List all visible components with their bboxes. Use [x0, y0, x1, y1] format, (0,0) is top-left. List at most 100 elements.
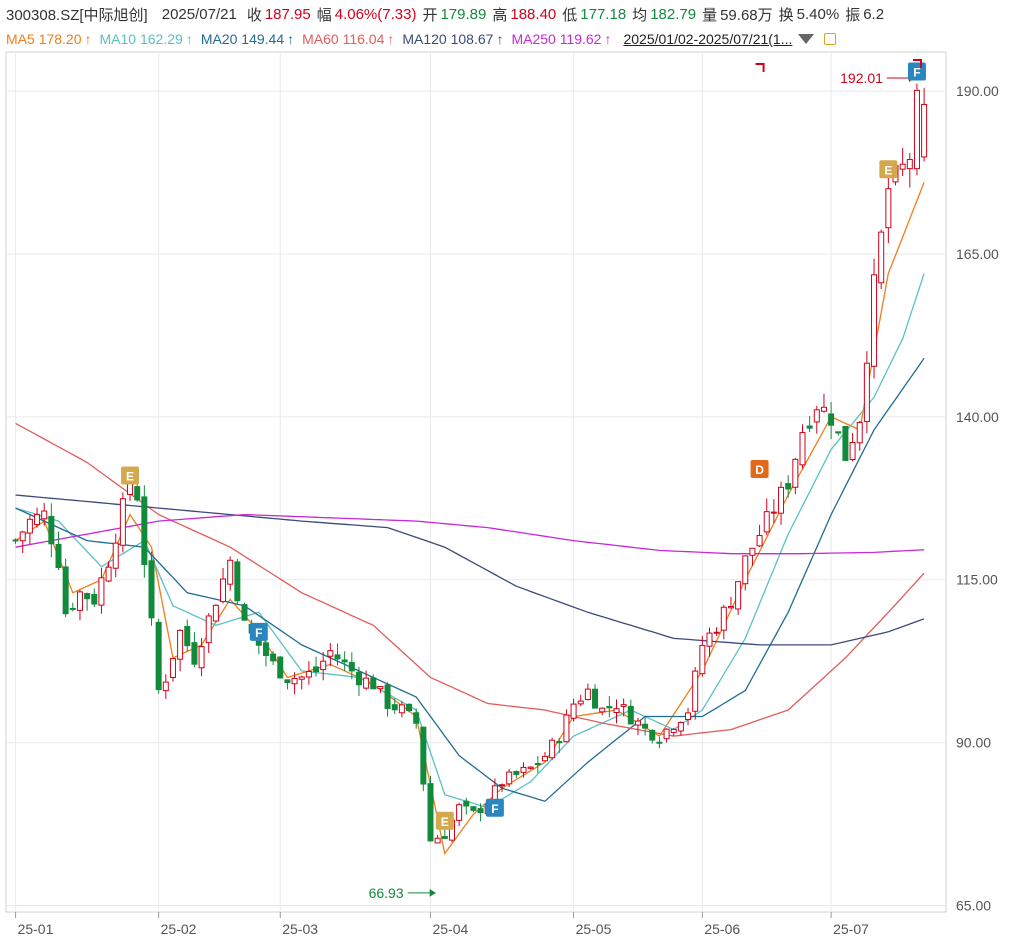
candle-body: [856, 421, 863, 444]
candle-body: [313, 666, 320, 673]
candle-body: [520, 766, 527, 773]
ma5-item[interactable]: MA5 178.20 ↑: [6, 31, 92, 47]
candle-body: [355, 671, 362, 686]
candle-body: [212, 604, 219, 622]
ma250-item[interactable]: MA250 119.62 ↑: [511, 31, 611, 47]
dropdown-triangle-icon[interactable]: [798, 34, 815, 44]
ma-legend: MA5 178.20 ↑ MA10 162.29 ↑ MA20 149.44 ↑ MA…: [0, 28, 1024, 50]
ma20-name: MA20: [200, 31, 238, 47]
symbol-label[interactable]: 300308.SZ[中际旭创]: [6, 6, 148, 24]
candle-body: [720, 606, 727, 631]
ma120-item[interactable]: MA120 108.67 ↑: [402, 31, 503, 47]
date-range-selector[interactable]: 2025/01/02-2025/07/21(1...: [623, 31, 793, 47]
candle-body: [813, 409, 820, 423]
volume-label: 量: [702, 6, 718, 24]
candle-body: [649, 729, 656, 741]
candle-body: [570, 703, 577, 719]
ma10-item[interactable]: MA10 162.29 ↑: [100, 31, 193, 47]
candle-body: [763, 511, 770, 533]
candle-body: [377, 685, 384, 690]
ma60-item[interactable]: MA60 116.04 ↑: [302, 31, 394, 47]
candle-body: [584, 688, 591, 701]
candle-body: [334, 654, 341, 660]
event-marker-letter: E: [441, 815, 449, 829]
candle-body: [913, 89, 920, 170]
ma10-name: MA10: [99, 31, 137, 47]
ma20-item[interactable]: MA20 149.44 ↑: [201, 31, 294, 47]
candle-body: [327, 650, 334, 657]
high-label: 高: [492, 6, 508, 24]
candle-body: [127, 482, 134, 495]
candle-body: [69, 607, 76, 610]
candle-body: [406, 703, 413, 712]
candle-body: [642, 723, 649, 729]
up-arrow-icon: ↑: [287, 31, 295, 47]
candle-body: [735, 581, 742, 610]
event-marker-d: [750, 459, 769, 478]
ma250-value: 119.62: [559, 31, 602, 47]
candle-body: [112, 542, 119, 569]
candle-body: [155, 621, 162, 691]
y-tick-label: 115.00: [956, 572, 998, 588]
up-arrow-icon: ↑: [84, 31, 92, 47]
candle-body: [62, 566, 69, 615]
candle-body: [41, 510, 48, 520]
candle-body: [398, 704, 405, 714]
candle-body: [785, 483, 792, 490]
candle-body: [434, 837, 441, 844]
candle-body: [141, 496, 148, 566]
candle-body: [427, 783, 434, 842]
candle-body: [162, 681, 169, 692]
close-value: 187.95: [264, 5, 311, 23]
ma5-value: 178.20: [38, 31, 82, 47]
x-tick-label: 25-03: [282, 921, 318, 937]
candle-body: [420, 726, 427, 785]
candle-body: [284, 679, 291, 684]
plot-frame: [5, 51, 947, 913]
ma250-line: [15, 513, 925, 555]
candle-body: [599, 707, 606, 713]
candle-body: [413, 712, 420, 724]
x-tick-label: 25-01: [18, 921, 54, 937]
candle-body: [291, 677, 298, 685]
candle-body: [577, 700, 584, 705]
x-tick-label: 25-07: [833, 921, 869, 937]
amplitude-value: 6.2: [863, 5, 885, 23]
candle-body: [177, 629, 184, 660]
x-tick-label: 25-02: [161, 921, 197, 937]
candle-body: [692, 670, 699, 712]
candle-body: [685, 712, 692, 721]
event-marker-letter: E: [126, 469, 134, 483]
candle-body: [320, 660, 327, 671]
amplitude-label: 振: [845, 6, 861, 24]
volume-value: 59.68万: [720, 6, 773, 24]
candle-body: [48, 515, 55, 545]
close-label: 收: [246, 6, 262, 24]
candle-body: [513, 771, 520, 775]
candle-body: [348, 661, 355, 672]
event-marker-e: [879, 160, 898, 179]
candles: [12, 83, 928, 844]
candle-body: [220, 578, 227, 603]
candle-body: [441, 836, 448, 839]
event-marker-e: [435, 811, 454, 830]
candle-body: [677, 721, 684, 732]
min-arrow-head: [429, 888, 436, 897]
low-value: 177.18: [580, 5, 627, 23]
candle-body: [742, 555, 749, 585]
candle-body: [606, 706, 613, 709]
range-bracket-start: [755, 63, 765, 72]
candle-body: [506, 771, 513, 785]
ma120-line: [15, 494, 925, 646]
candle-body: [477, 808, 484, 814]
lock-icon[interactable]: [824, 33, 837, 45]
up-arrow-icon: ↑: [496, 31, 504, 47]
candle-body: [98, 577, 105, 606]
candle-body: [305, 671, 312, 678]
candle-body: [241, 604, 248, 621]
min-price-label: 66.93: [369, 885, 404, 901]
date-label: 2025/07/21: [161, 5, 237, 23]
avg-label: 均: [632, 6, 648, 24]
event-marker-letter: F: [913, 66, 920, 80]
